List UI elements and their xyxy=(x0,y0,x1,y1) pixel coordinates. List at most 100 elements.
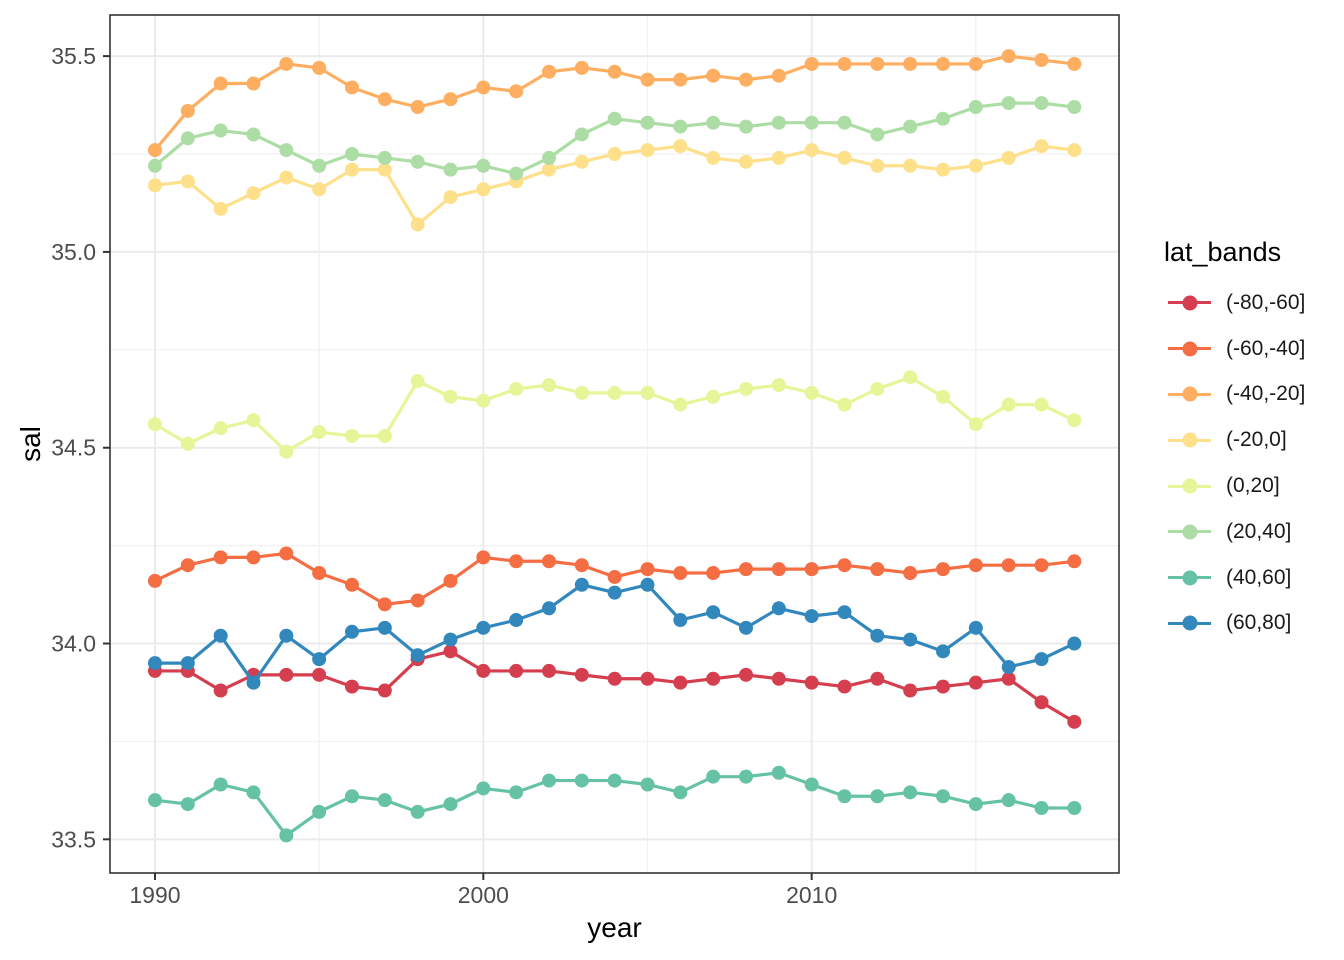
data-point xyxy=(147,158,162,173)
data-point xyxy=(870,56,885,71)
data-point xyxy=(443,632,458,647)
data-point xyxy=(771,562,786,577)
data-point xyxy=(837,679,852,694)
data-point xyxy=(968,558,983,573)
data-point xyxy=(312,60,327,75)
data-point xyxy=(180,656,195,671)
data-point xyxy=(476,80,491,95)
data-point xyxy=(1034,558,1049,573)
data-point xyxy=(903,158,918,173)
data-point xyxy=(476,393,491,408)
data-point xyxy=(1067,636,1082,651)
data-point xyxy=(771,150,786,165)
data-point xyxy=(706,68,721,83)
data-point xyxy=(870,789,885,804)
legend-key-icon xyxy=(1168,341,1211,357)
data-point xyxy=(1067,100,1082,115)
data-point xyxy=(706,671,721,686)
data-point xyxy=(706,566,721,581)
data-point xyxy=(312,652,327,667)
series-(20,40] xyxy=(147,96,1082,181)
data-point xyxy=(771,115,786,130)
legend: lat_bands (-80,-60] (-60,-40] (-40,-20] (-2… xyxy=(1164,238,1305,646)
data-point xyxy=(246,675,261,690)
y-tick-label: 35.5 xyxy=(51,43,96,69)
data-point xyxy=(1001,793,1016,808)
data-point xyxy=(673,785,688,800)
data-point xyxy=(1067,413,1082,428)
data-point xyxy=(607,111,622,126)
data-point xyxy=(509,613,524,628)
data-point xyxy=(870,628,885,643)
data-point xyxy=(279,170,294,185)
data-point xyxy=(607,671,622,686)
data-point xyxy=(410,154,425,169)
series-(40,60] xyxy=(147,765,1082,843)
data-point xyxy=(541,64,556,79)
data-point xyxy=(903,56,918,71)
data-point xyxy=(968,620,983,635)
data-point xyxy=(1067,800,1082,815)
data-point xyxy=(968,56,983,71)
data-point xyxy=(443,797,458,812)
data-point xyxy=(279,628,294,643)
data-point xyxy=(1001,558,1016,573)
data-point xyxy=(213,201,228,216)
data-point xyxy=(1034,652,1049,667)
data-point xyxy=(1034,800,1049,815)
data-point xyxy=(968,100,983,115)
series-(-80,-60] xyxy=(147,644,1082,729)
data-point xyxy=(706,150,721,165)
data-point xyxy=(870,562,885,577)
legend-item: (60,80] xyxy=(1164,601,1305,647)
data-point xyxy=(968,158,983,173)
data-point xyxy=(377,683,392,698)
data-point xyxy=(771,601,786,616)
data-point xyxy=(640,777,655,792)
data-point xyxy=(443,92,458,107)
legend-key-icon xyxy=(1168,524,1211,540)
data-point xyxy=(509,785,524,800)
data-point xyxy=(1001,96,1016,111)
data-point xyxy=(344,428,359,443)
data-point xyxy=(903,785,918,800)
data-point xyxy=(344,789,359,804)
data-point xyxy=(246,186,261,201)
data-point xyxy=(673,119,688,134)
data-point xyxy=(837,397,852,412)
legend-item-label: (-40,-20] xyxy=(1226,382,1306,406)
data-point xyxy=(1067,554,1082,569)
data-point xyxy=(870,671,885,686)
data-point xyxy=(246,785,261,800)
data-point xyxy=(673,613,688,628)
data-point xyxy=(837,789,852,804)
data-point xyxy=(968,797,983,812)
data-point xyxy=(607,147,622,162)
data-point xyxy=(771,765,786,780)
data-point xyxy=(1067,143,1082,158)
data-point xyxy=(936,789,951,804)
data-point xyxy=(1034,96,1049,111)
data-point xyxy=(147,178,162,193)
y-tick-label: 33.5 xyxy=(51,826,96,852)
data-point xyxy=(213,628,228,643)
data-point xyxy=(213,76,228,91)
data-point xyxy=(312,667,327,682)
data-point xyxy=(739,72,754,87)
data-point xyxy=(706,389,721,404)
data-point xyxy=(443,389,458,404)
legend-item: (40,60] xyxy=(1164,555,1305,601)
data-point xyxy=(476,550,491,565)
data-point xyxy=(739,119,754,134)
legend-key-icon xyxy=(1168,615,1211,631)
data-point xyxy=(344,679,359,694)
data-point xyxy=(213,683,228,698)
data-point xyxy=(1034,53,1049,68)
legend-key-icon xyxy=(1168,432,1211,448)
data-point xyxy=(1001,671,1016,686)
data-point xyxy=(377,162,392,177)
data-point xyxy=(443,644,458,659)
data-point xyxy=(344,162,359,177)
data-point xyxy=(739,154,754,169)
